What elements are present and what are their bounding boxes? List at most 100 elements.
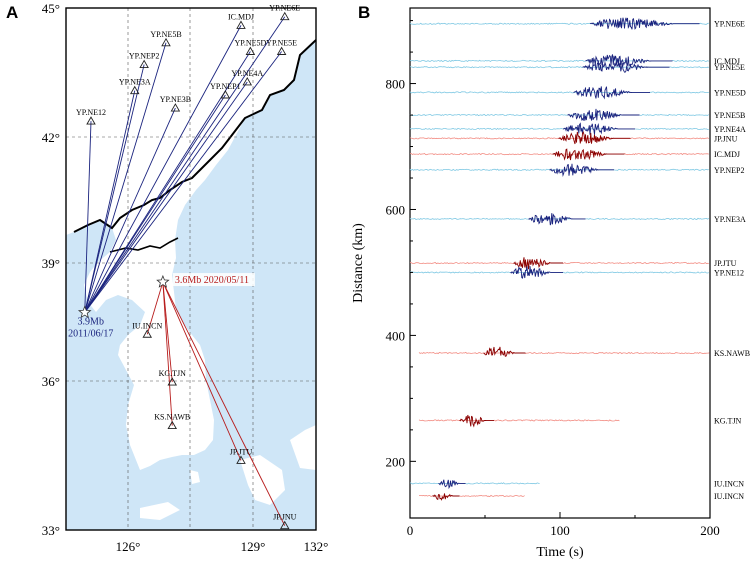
y-tick-label: 200 bbox=[386, 454, 406, 469]
trace-station-label: YP.NE5D bbox=[714, 88, 746, 97]
ray-path bbox=[84, 64, 145, 313]
trace-wave-packet bbox=[483, 346, 526, 357]
trace-noise bbox=[409, 113, 710, 117]
trace-wave-packet bbox=[589, 17, 700, 30]
trace-noise bbox=[418, 494, 525, 497]
station-marker-icon bbox=[279, 520, 290, 530]
trace-wave-packet bbox=[510, 266, 563, 279]
trace-station-label: KG.TJN bbox=[714, 416, 742, 425]
ray-path bbox=[162, 282, 173, 426]
lat-tick: 33° bbox=[42, 523, 60, 538]
trace-wave-packet bbox=[432, 493, 460, 501]
station-marker-icon bbox=[170, 103, 181, 112]
trace-noise bbox=[409, 127, 709, 131]
ray-path bbox=[162, 281, 242, 461]
station-label: KG.TJN bbox=[159, 369, 187, 378]
trace-wave-packet bbox=[573, 86, 650, 100]
trace-wave-packet bbox=[562, 122, 635, 135]
ray-path bbox=[84, 107, 176, 313]
station-marker-icon bbox=[276, 46, 287, 55]
ray-path bbox=[84, 90, 136, 313]
station-label: YP.NEP1 bbox=[210, 82, 240, 91]
event-date: 2011/06/17 bbox=[68, 329, 113, 340]
trace-noise bbox=[409, 22, 709, 25]
ray-path bbox=[162, 281, 286, 526]
station-marker-icon bbox=[86, 116, 96, 125]
trace-wave-packet bbox=[528, 213, 586, 226]
trace-wave-packet bbox=[549, 163, 614, 177]
event-magnitude: 3.9Mb bbox=[78, 317, 104, 328]
station-label: JP.JNU bbox=[273, 513, 297, 522]
trace-station-label: YP.NEP2 bbox=[714, 166, 744, 175]
ray-path bbox=[84, 81, 248, 313]
station-label: YP.NEP2 bbox=[129, 52, 159, 61]
ray-path bbox=[84, 25, 242, 313]
station-label: IC.MDJ bbox=[228, 12, 254, 21]
map-panel: YP.NE6E IC.MDJ YP.NE5B YP.NE5D YP.NE5E YP.NEP… bbox=[42, 1, 329, 554]
ray-path bbox=[84, 51, 282, 313]
y-axis-title: Distance (km) bbox=[351, 223, 366, 303]
station-marker-icon bbox=[242, 77, 253, 86]
seismogram-panel: YP.NE6E IC.MDJ YP.NE5E YP.NE5D YP.NE5B YP.NE4… bbox=[351, 7, 750, 560]
trace-station-label: KS.NAWB bbox=[714, 349, 750, 358]
trace-wave-packet bbox=[582, 60, 670, 73]
trace-station-label: JP.JTU bbox=[714, 259, 737, 268]
station-label: YP.NE12 bbox=[76, 108, 106, 117]
y-tick-label: 400 bbox=[386, 328, 406, 343]
station-marker-icon bbox=[167, 420, 178, 430]
trace-wave-packet bbox=[585, 54, 673, 67]
y-tick-label: 800 bbox=[386, 77, 406, 92]
trace-wave-packet bbox=[459, 414, 494, 428]
station-label: KS.NAWB bbox=[154, 413, 190, 422]
ray-path bbox=[84, 42, 167, 313]
trace-station-label: YP.NE12 bbox=[714, 268, 744, 277]
map-frame bbox=[65, 7, 317, 531]
station-label: YP.NE5B bbox=[150, 30, 181, 39]
trace-wave-packet bbox=[438, 479, 466, 490]
trace-wave-packet bbox=[558, 130, 631, 145]
station-marker-icon bbox=[161, 37, 171, 47]
ray-path bbox=[84, 16, 286, 313]
station-marker-icon bbox=[279, 11, 290, 21]
station-marker-icon bbox=[236, 20, 246, 29]
trace-station-label: IU.INCN bbox=[714, 479, 744, 488]
station-label: YP.NE5D bbox=[234, 39, 266, 48]
lon-tick: 129° bbox=[241, 539, 266, 554]
trace-noise bbox=[418, 419, 620, 422]
trace-station-label: IC.MDJ bbox=[714, 150, 740, 159]
station-marker-icon bbox=[142, 329, 153, 338]
trace-station-label: YP.NE5E bbox=[714, 63, 745, 72]
x-tick-label: 0 bbox=[407, 523, 414, 538]
station-marker-icon bbox=[167, 377, 178, 386]
station-label: JP.JTU bbox=[230, 447, 253, 456]
ray-path bbox=[162, 282, 173, 383]
lon-tick: 132° bbox=[304, 539, 329, 554]
trace-station-label: YP.NE3A bbox=[714, 215, 746, 224]
x-tick-label: 200 bbox=[700, 523, 720, 538]
ray-path bbox=[146, 281, 164, 335]
x-tick-label: 100 bbox=[550, 523, 570, 538]
island bbox=[240, 455, 285, 505]
lat-tick: 45° bbox=[42, 1, 60, 16]
lat-tick: 42° bbox=[42, 130, 60, 145]
island bbox=[190, 470, 200, 484]
trace-station-label: IU.INCN bbox=[714, 492, 744, 501]
trace-station-label: JP.JNU bbox=[714, 134, 738, 143]
trace-noise bbox=[418, 351, 710, 355]
trace-noise bbox=[409, 91, 709, 94]
trace-station-label: YP.NE4A bbox=[714, 125, 746, 134]
station-label: YP.NE6E bbox=[269, 4, 300, 13]
trace-station-label: YP.NE5B bbox=[714, 111, 745, 120]
lat-tick: 36° bbox=[42, 374, 60, 389]
trace-station-label: YP.NE6E bbox=[714, 20, 745, 29]
y-tick-label: 600 bbox=[386, 202, 406, 217]
trace-wave-packet bbox=[552, 148, 625, 161]
station-label: YP.NE3B bbox=[160, 95, 191, 104]
ray-path bbox=[84, 94, 226, 313]
station-label: YP.NE3A bbox=[119, 78, 151, 87]
lat-tick: 39° bbox=[42, 256, 60, 271]
trace-noise bbox=[409, 482, 540, 485]
station-label: YP.NE5E bbox=[266, 39, 297, 48]
border bbox=[73, 39, 317, 233]
ray-path bbox=[84, 121, 92, 313]
